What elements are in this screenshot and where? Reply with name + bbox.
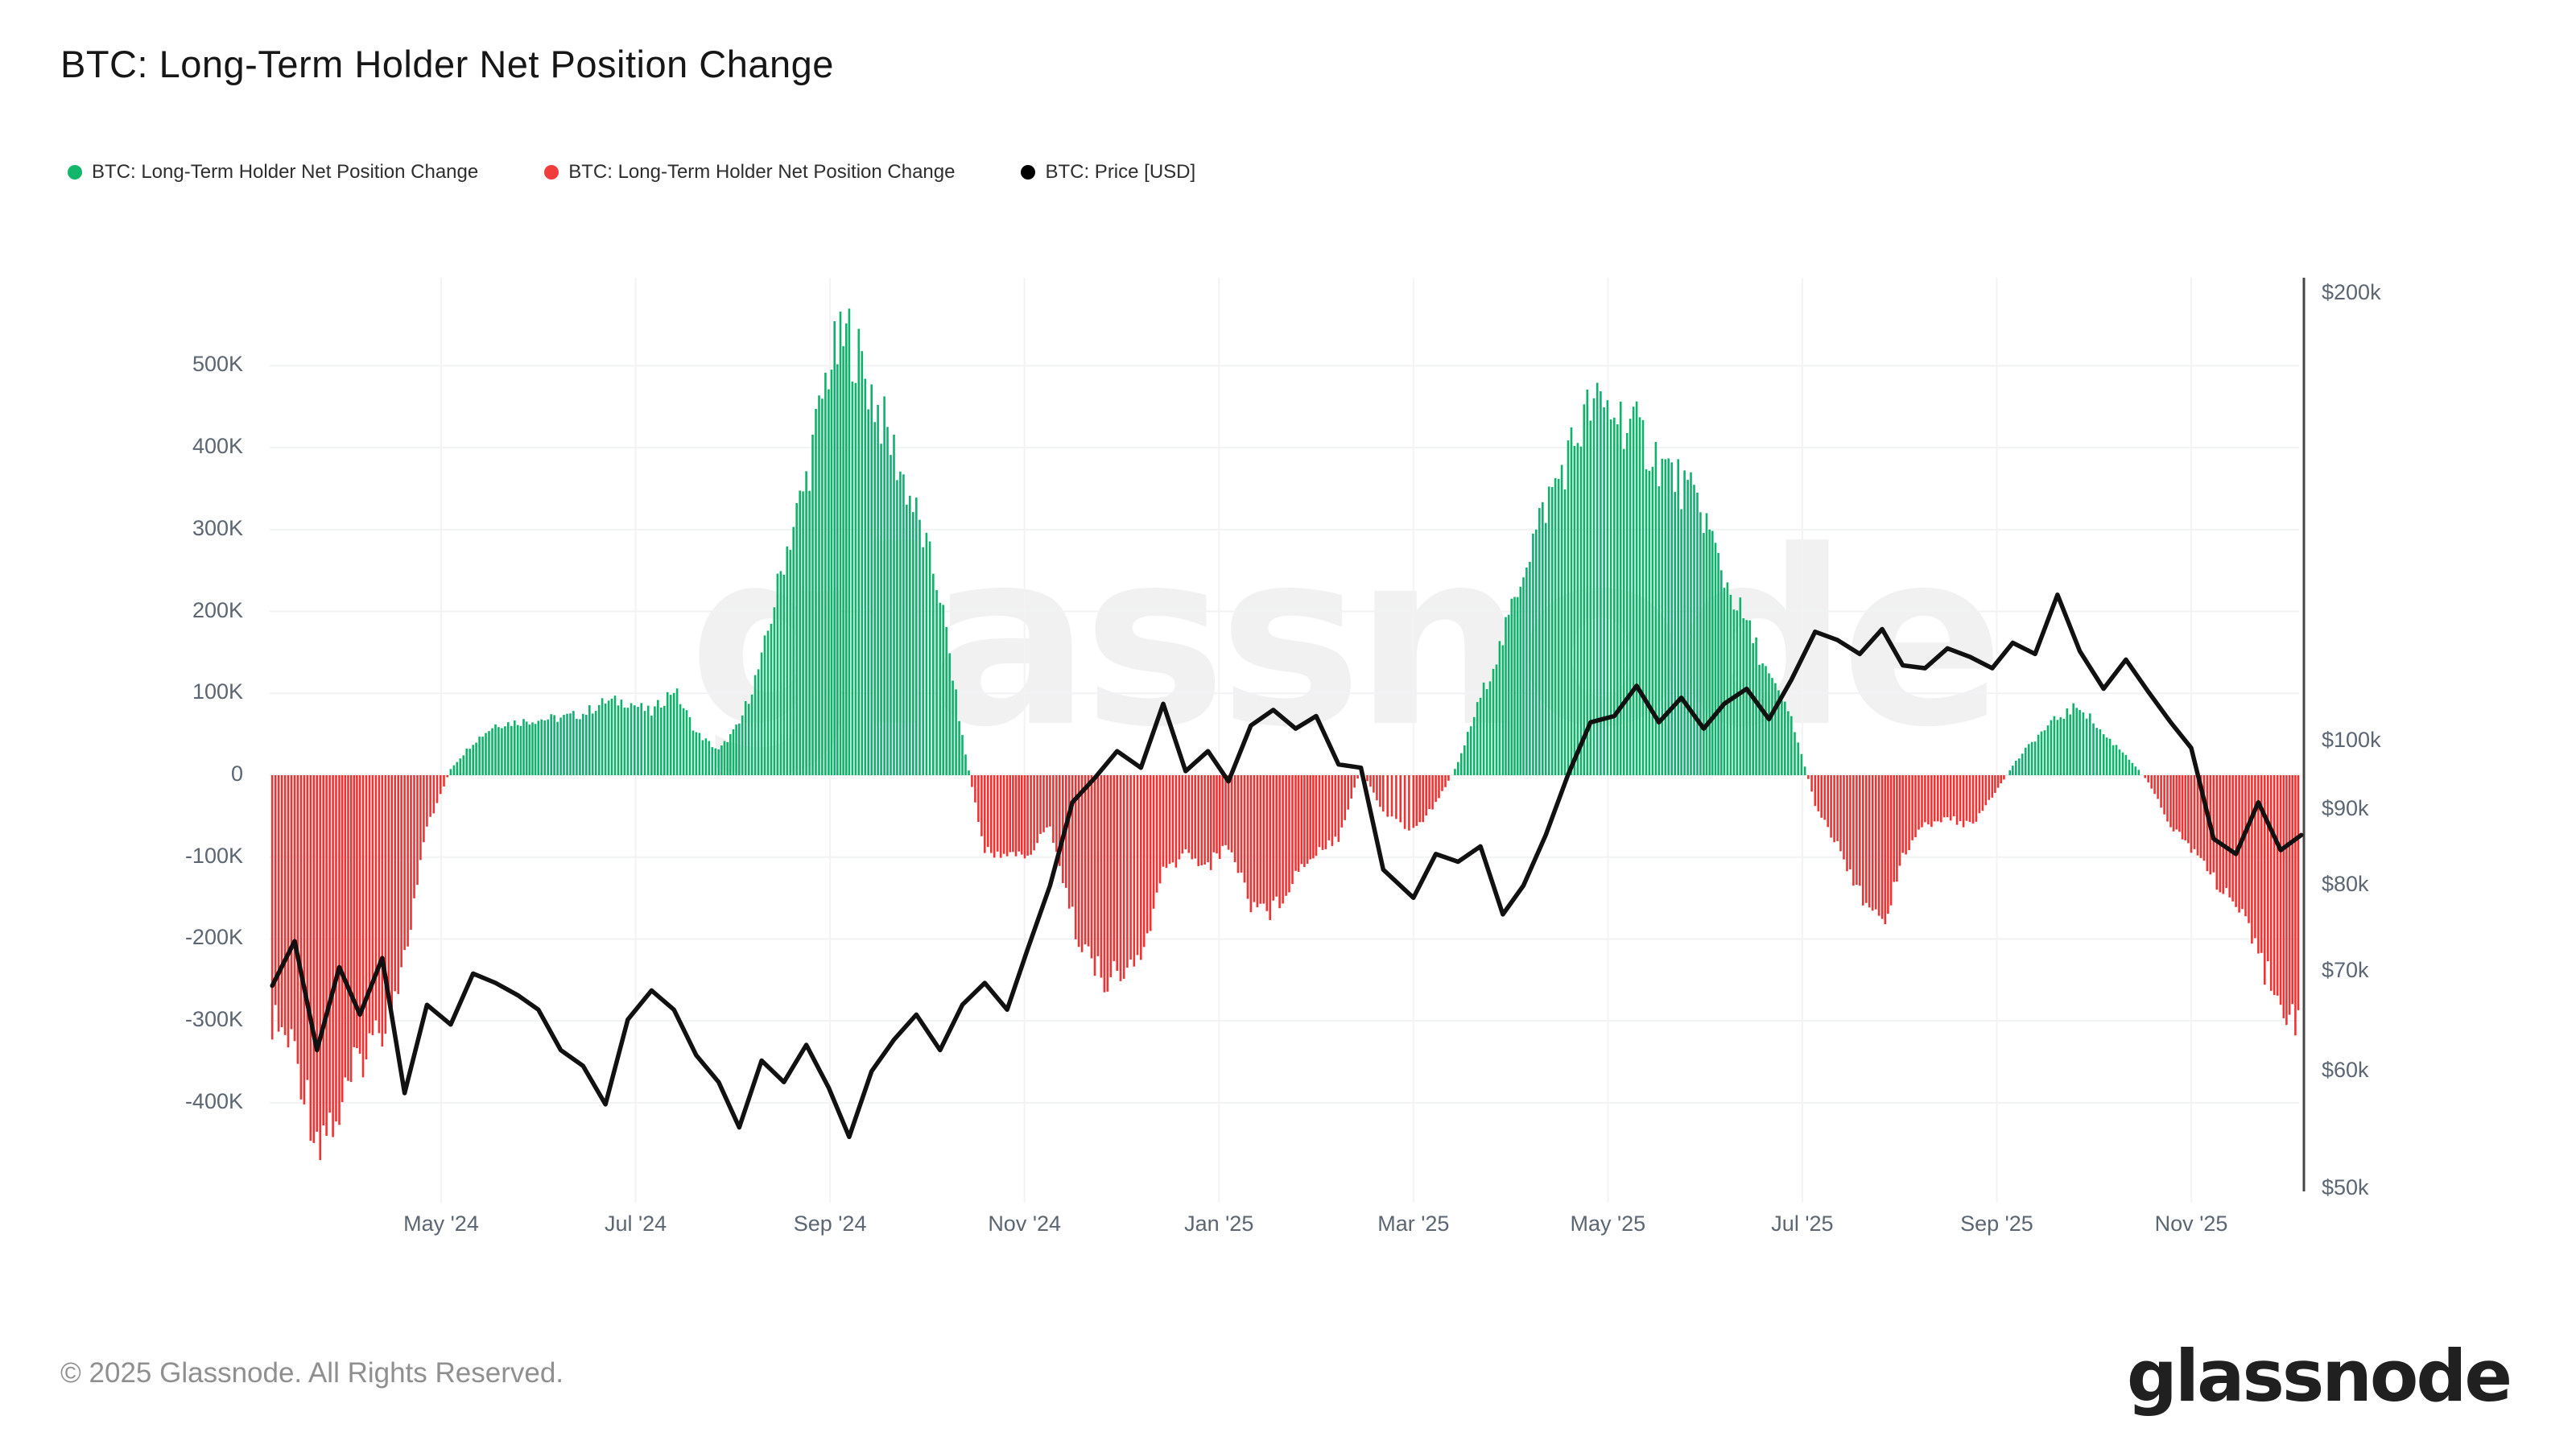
x-axis-tick: Nov '25 xyxy=(2154,1212,2228,1236)
y-left-tick: 200K xyxy=(192,597,243,622)
x-axis-tick: Sep '25 xyxy=(1960,1212,2033,1236)
y-right-tick: $100k xyxy=(2322,727,2381,752)
black-dot-icon xyxy=(1021,165,1036,180)
y-left-tick: 0 xyxy=(230,762,243,786)
y-left-tick: 400K xyxy=(192,434,243,459)
x-axis-tick: Mar '25 xyxy=(1377,1212,1450,1236)
x-axis-tick: Nov '24 xyxy=(988,1212,1062,1236)
red-dot-icon xyxy=(544,165,559,180)
y-left-tick: 100K xyxy=(192,679,243,704)
green-dot-icon xyxy=(68,165,82,180)
y-right-tick: $200k xyxy=(2322,279,2381,304)
y-right-tick: $80k xyxy=(2322,871,2369,896)
y-left-tick: -300K xyxy=(184,1007,243,1032)
x-axis-tick: May '24 xyxy=(403,1212,479,1236)
legend-item-price[interactable]: BTC: Price [USD] xyxy=(1021,161,1195,184)
y-right-tick: $60k xyxy=(2322,1057,2369,1082)
y-right-tick: $50k xyxy=(2322,1175,2369,1199)
legend: BTC: Long-Term Holder Net Position Chang… xyxy=(68,161,1195,184)
y-right-tick: $70k xyxy=(2322,958,2369,983)
glassnode-logo[interactable]: glassnode xyxy=(2126,1335,2512,1418)
legend-item-lth-positive[interactable]: BTC: Long-Term Holder Net Position Chang… xyxy=(68,161,478,184)
x-axis-tick: Jul '25 xyxy=(1771,1212,1834,1236)
y-right-tick: $90k xyxy=(2322,795,2369,820)
copyright-text: © 2025 Glassnode. All Rights Reserved. xyxy=(60,1357,564,1389)
y-left-tick: -200K xyxy=(184,925,243,950)
x-axis-tick: May '25 xyxy=(1570,1212,1646,1236)
x-axis-tick: Sep '24 xyxy=(793,1212,867,1236)
y-left-tick: -400K xyxy=(184,1088,243,1113)
legend-label: BTC: Long-Term Holder Net Position Chang… xyxy=(92,161,479,183)
y-left-tick: -100K xyxy=(184,843,243,868)
y-left-tick: 500K xyxy=(192,352,243,377)
legend-label: BTC: Long-Term Holder Net Position Chang… xyxy=(568,161,956,183)
legend-item-lth-negative[interactable]: BTC: Long-Term Holder Net Position Chang… xyxy=(544,161,955,184)
page-title: BTC: Long-Term Holder Net Position Chang… xyxy=(60,43,834,85)
x-axis-tick: Jan '25 xyxy=(1184,1212,1254,1236)
x-axis-tick: Jul '24 xyxy=(604,1212,667,1236)
y-left-tick: 300K xyxy=(192,515,243,540)
legend-label: BTC: Price [USD] xyxy=(1045,161,1196,183)
